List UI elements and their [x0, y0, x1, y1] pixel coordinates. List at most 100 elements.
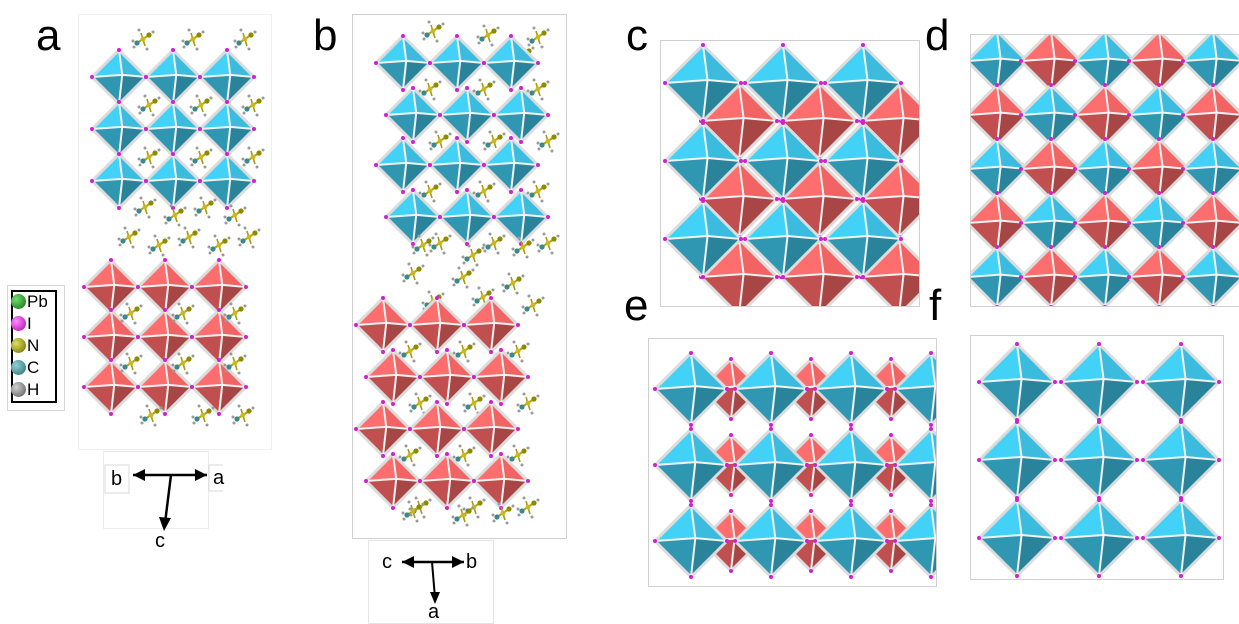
cation-b-in-3-0 [428, 232, 452, 255]
octahedron-e-blue-0-2 [813, 351, 889, 427]
octahedron-b-red-1-0 [364, 348, 422, 406]
octahedron-d-2-2 [1073, 137, 1137, 201]
octahedron-d-0-0 [971, 35, 1029, 93]
cation-b-mid-3 [401, 262, 425, 285]
octahedron-b-red-3-2 [472, 452, 530, 510]
octahedron-d-0-4 [1181, 35, 1239, 93]
octahedron-b-blue-2-2 [482, 136, 540, 194]
cation-a-bot-6 [139, 404, 163, 427]
c-sphere-icon [11, 360, 26, 375]
octahedron-d-4-2 [1073, 245, 1137, 306]
cation-a-bot-8 [231, 404, 255, 427]
octahedron-f-0-0 [977, 342, 1057, 422]
legend-label-n: N [27, 336, 40, 355]
legend-label-pb: Pb [27, 292, 48, 311]
pb-sphere-icon [11, 294, 26, 309]
octahedron-d-3-2 [1073, 191, 1137, 255]
octahedron-c-blue-2 [823, 43, 903, 123]
octahedron-b-red-3-1 [418, 452, 476, 510]
cation-b-in-0-0 [418, 78, 442, 101]
cation-a-mid-6 [177, 226, 201, 249]
cation-a-mid-1 [163, 204, 187, 227]
cation-a-top-5 [241, 94, 265, 117]
cation-a-top-8 [241, 146, 265, 169]
octahedron-e-blue-0-3 [893, 351, 936, 427]
axis-indicator-b: c b a [368, 540, 492, 622]
panel-label-c: c [626, 11, 648, 60]
cation-b-mid-5 [501, 272, 525, 295]
octahedron-c-blue-1 [743, 43, 823, 123]
cation-b-mid-1 [461, 244, 485, 267]
octahedron-b-red-2-1 [408, 400, 466, 458]
octahedron-b-blue-2-0 [374, 136, 432, 194]
cation-a-mid-3 [223, 204, 247, 227]
axis-b-bg [368, 540, 494, 624]
n-sphere-icon [11, 338, 26, 353]
cation-b-lo-1-2 [516, 392, 540, 415]
legend-label-h: H [27, 380, 40, 399]
panel-e-structure [648, 338, 937, 587]
octahedron-a-blue-2-2 [198, 152, 256, 210]
cation-a-mid-2 [193, 196, 217, 219]
cation-b-bot-1 [451, 504, 475, 527]
axis-b-left-label: c [382, 551, 392, 573]
octahedron-f-2-0 [977, 498, 1057, 578]
octahedron-f-0-1 [1059, 342, 1139, 422]
octahedron-f-0-2 [1141, 342, 1221, 422]
octahedron-f-1-2 [1141, 420, 1221, 500]
octahedron-d-4-4 [1181, 245, 1239, 306]
octahedron-d-3-4 [1181, 191, 1239, 255]
panel-label-b: b [313, 11, 338, 60]
cation-a-top-1 [181, 28, 205, 51]
octahedron-b-blue-1-0 [384, 86, 442, 144]
cation-b-mid-8 [521, 294, 545, 317]
octahedron-b-blue-1-2 [492, 86, 550, 144]
octahedron-c-blue-0 [663, 43, 743, 123]
axis-indicator-a: b a c [103, 451, 224, 551]
octahedron-d-1-4 [1181, 83, 1239, 147]
cation-b-in-2-0 [418, 180, 442, 203]
cation-b-lo-1-0 [408, 392, 432, 415]
axis-b-right-label: b [466, 551, 478, 573]
octahedron-e-blue-2-2 [813, 503, 889, 579]
axis-b-down-label: a [428, 601, 440, 623]
octahedron-d-4-1 [1019, 245, 1083, 306]
octahedron-b-blue-3-0 [384, 188, 442, 246]
octahedron-c-blue-4 [743, 121, 823, 201]
cation-b-in-1-2 [536, 130, 560, 153]
legend-item-h: H [11, 380, 59, 400]
octahedron-b-blue-2-1 [428, 136, 486, 194]
cation-b-mid-4 [451, 266, 475, 289]
octahedron-a-red-0-0 [82, 258, 140, 316]
octahedron-f-1-0 [977, 420, 1057, 500]
panel-a-structure [78, 14, 272, 450]
octahedron-a-blue-1-0 [90, 100, 148, 158]
cation-b-in-3-1 [482, 232, 506, 255]
cation-a-bot-3 [119, 352, 143, 375]
octahedron-b-red-2-0 [354, 400, 412, 458]
panel-label-a: a [36, 11, 61, 60]
cation-b-top-0 [421, 20, 445, 43]
panel-label-d: d [925, 11, 950, 60]
cation-a-mid-8 [237, 226, 261, 249]
octahedron-d-1-1 [1019, 83, 1083, 147]
cation-b-lo-2-1 [452, 444, 476, 467]
legend-item-c: C [11, 358, 59, 378]
octahedron-b-red-1-1 [418, 348, 476, 406]
cation-b-top-1 [476, 24, 500, 47]
cation-a-bot-2 [223, 302, 247, 325]
cation-a-top-6 [137, 146, 161, 169]
cation-a-mid-7 [207, 234, 231, 257]
octahedron-b-red-2-2 [462, 400, 520, 458]
octahedron-d-1-2 [1073, 83, 1137, 147]
octahedron-e-blue-1-3 [893, 427, 936, 503]
cation-a-top-0 [131, 28, 155, 51]
cation-a-top-7 [189, 146, 213, 169]
cation-b-bot-0 [401, 500, 425, 523]
octahedron-a-blue-1-2 [198, 100, 256, 158]
octahedron-a-red-2-2 [190, 358, 248, 416]
cation-a-mid-5 [147, 234, 171, 257]
octahedron-a-blue-0-1 [144, 48, 202, 106]
cation-b-top-2 [526, 26, 550, 49]
octahedron-b-blue-1-1 [438, 86, 496, 144]
